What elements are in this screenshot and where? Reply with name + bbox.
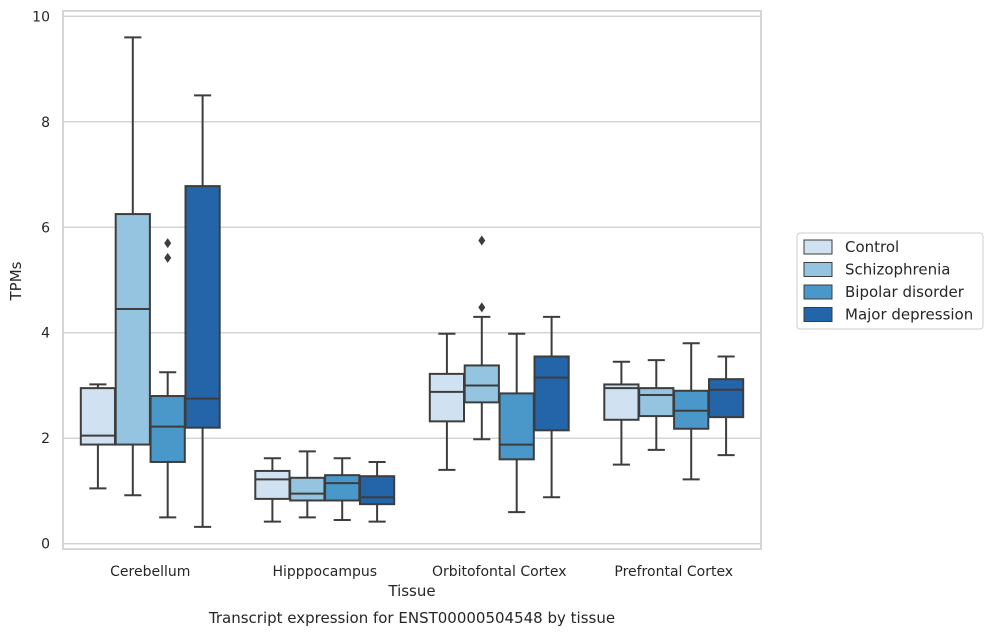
box-body [324, 474, 361, 502]
chart-title: Transcript expression for ENST0000050454… [208, 609, 615, 627]
outlier-point [478, 302, 486, 313]
box-schizophrenia [463, 235, 500, 441]
y-tick-label: 8 [41, 115, 50, 131]
legend: Control Schizophrenia Bipolar disorder Majo… [796, 232, 984, 330]
box-control [254, 457, 291, 523]
box-body [533, 355, 570, 432]
box-major-depression [358, 460, 396, 523]
legend-swatch [803, 307, 833, 322]
box-body [114, 213, 151, 446]
box-control [79, 383, 117, 490]
legend-swatch [803, 262, 833, 277]
box-body [184, 185, 221, 429]
x-tick-label: Orbitofontal Cortex [432, 564, 567, 580]
legend-label: Bipolar disorder [845, 283, 965, 301]
y-tick-label: 2 [41, 431, 50, 447]
legend-label: Schizophrenia [845, 261, 950, 279]
y-tick-labels: 0 2 4 6 8 10 [32, 9, 50, 552]
box-body [254, 469, 291, 500]
outlier-point [478, 235, 486, 246]
legend-frame [796, 232, 984, 330]
y-axis-label: TPMs [7, 261, 25, 301]
box-body [603, 383, 640, 421]
box-body [289, 476, 326, 502]
box-bipolar-disorder [673, 342, 710, 481]
outlier-point [164, 252, 172, 263]
box-schizophrenia [638, 359, 675, 451]
box-bipolar-disorder [498, 332, 535, 514]
box-major-depression [184, 94, 221, 528]
box-body [428, 372, 466, 423]
box-bipolar-disorder [324, 457, 361, 521]
box-body [498, 392, 535, 461]
x-tick-labels: Cerebellum Hipppocampus Orbitofontal Corte… [110, 564, 733, 580]
outlier-point [164, 238, 172, 249]
box-bipolar-disorder [149, 238, 186, 519]
x-tick-label: Prefrontal Cortex [614, 564, 733, 580]
y-tick-label: 10 [32, 9, 50, 25]
box-body [149, 395, 186, 463]
box-body [463, 364, 500, 404]
legend-label: Major depression [845, 306, 973, 324]
legend-swatch [803, 284, 833, 300]
box-body [358, 475, 396, 506]
legend-swatch [803, 239, 833, 255]
x-axis-label: Tissue [387, 582, 435, 600]
box-body [707, 378, 745, 419]
box-major-depression [707, 355, 745, 457]
y-tick-label: 6 [41, 220, 50, 236]
box-schizophrenia [114, 36, 151, 497]
legend-label: Control [845, 238, 899, 256]
box-body [638, 387, 675, 418]
y-tick-label: 0 [41, 537, 50, 553]
x-tick-label: Hipppocampus [272, 564, 377, 580]
box-series [79, 36, 745, 528]
x-tick-label: Cerebellum [110, 564, 190, 580]
y-tick-label: 4 [41, 326, 50, 342]
box-body [673, 389, 710, 430]
box-major-depression [533, 315, 570, 499]
